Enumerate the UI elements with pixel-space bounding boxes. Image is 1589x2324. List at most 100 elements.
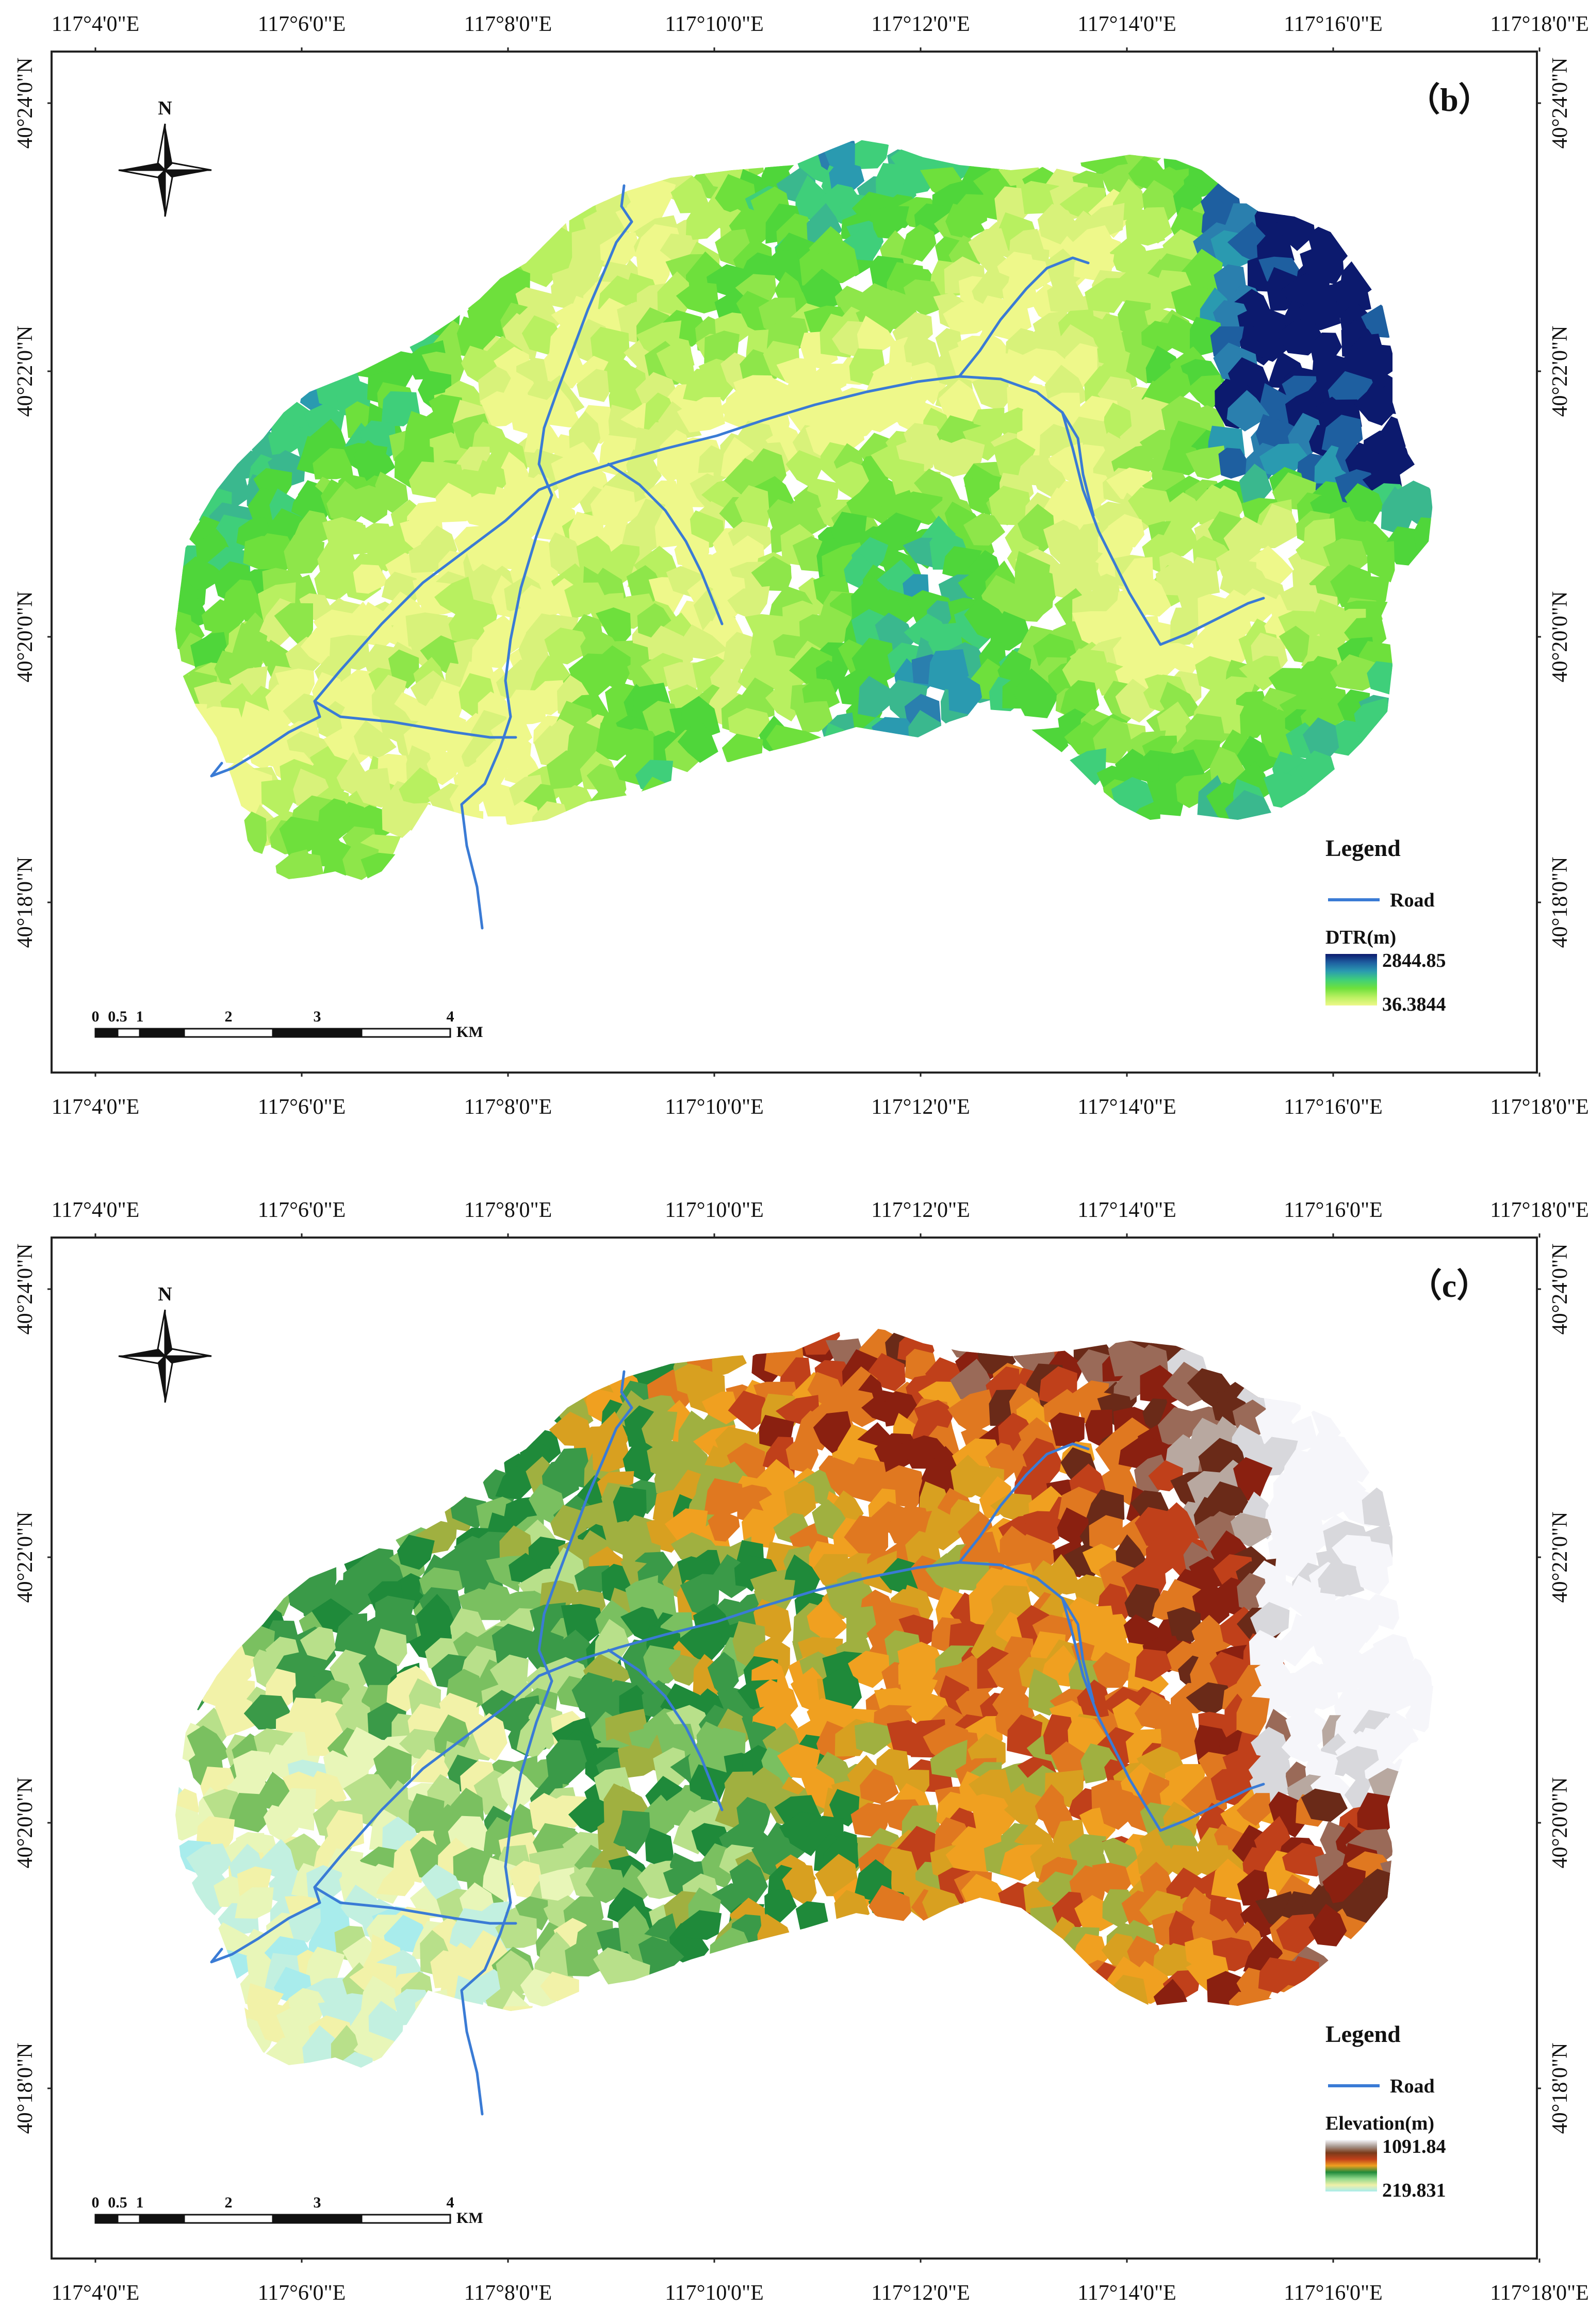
lon-tick-label-bottom: 117°10'0"E — [665, 1095, 764, 1119]
legend-title: Legend — [1325, 835, 1401, 861]
subcatchment-cell — [397, 1535, 435, 1570]
road-line — [607, 463, 724, 625]
subcatchment-cell — [1260, 503, 1301, 549]
lon-tick-label-bottom: 117°12'0"E — [871, 1095, 970, 1119]
lon-tick-label-top: 117°8'0"E — [464, 1198, 552, 1222]
lat-tick-label-left: 40°20'0"N — [13, 591, 37, 683]
scale-tick-label: 3 — [314, 2194, 321, 2211]
scale-bar-segment — [117, 1028, 141, 1038]
scale-bar-segment — [139, 1028, 185, 1038]
lon-tick-label-bottom: 117°6'0"E — [258, 2281, 346, 2305]
legend-ramp-title: DTR(m) — [1325, 927, 1396, 948]
subcatchment-cell — [427, 750, 463, 785]
subcatchment-cell — [1185, 446, 1228, 480]
lat-tick-label-right: 40°20'0"N — [1548, 1777, 1572, 1869]
subcatchment-cell — [1136, 207, 1172, 243]
subcatchment-cell — [1342, 1608, 1380, 1643]
subcatchment-cell — [826, 240, 860, 284]
road-line — [313, 1561, 1095, 1889]
scale-tick-label: 1 — [136, 1008, 144, 1025]
subcatchment-cell — [681, 624, 728, 660]
lat-tick-label-right: 40°24'0"N — [1548, 1244, 1572, 1335]
north-arrow-part — [165, 124, 172, 170]
lon-tick-label-bottom: 117°14'0"E — [1077, 1095, 1176, 1119]
lat-tick-label-left: 40°22'0"N — [13, 326, 37, 417]
scale-bar: 0 0.5 1 2 3 4KM — [92, 1008, 483, 1041]
scale-bar-segment — [183, 2214, 274, 2224]
north-arrow-icon: N — [118, 1283, 212, 1403]
legend-ramp-title: Elevation(m) — [1325, 2113, 1434, 2134]
subcatchment-cell — [679, 1910, 722, 1940]
lon-tick-label-top: 117°16'0"E — [1284, 12, 1383, 36]
north-arrow-part — [163, 162, 212, 171]
north-arrow-part — [119, 1349, 165, 1356]
road-line — [958, 1442, 1090, 1564]
subcatchment-cell — [1367, 541, 1395, 583]
scale-tick-label: 4 — [447, 1008, 454, 1025]
subcatchment-cell — [846, 489, 893, 519]
subcatchment-cell — [1299, 1673, 1339, 1710]
subcatchment-cell — [643, 1645, 681, 1684]
subcatchment-cell — [1167, 1607, 1201, 1642]
lat-tick-label-right: 40°22'0"N — [1548, 326, 1572, 417]
road-line — [210, 1886, 321, 1964]
lon-tick-label-top: 117°18'0"E — [1490, 12, 1589, 36]
legend-road-label: Road — [1390, 889, 1435, 911]
panel-label: （c） — [1409, 1267, 1489, 1304]
legend-max-label: 1091.84 — [1382, 2136, 1446, 2157]
north-label: N — [158, 1283, 172, 1305]
subcatchment-cell — [963, 513, 1006, 546]
subcatchment-cell — [1135, 1649, 1172, 1682]
road-line — [210, 700, 321, 778]
subcatchment-cell — [1014, 585, 1054, 619]
lat-tick-label-left: 40°22'0"N — [13, 1512, 37, 1603]
scale-bar-segment — [139, 2214, 185, 2224]
subcatchment-cell — [676, 281, 719, 314]
subcatchment-cell — [613, 1810, 651, 1854]
subcatchment-cell — [708, 1510, 740, 1542]
subcatchment-cell — [279, 1788, 317, 1831]
subcatchment-cell — [677, 717, 718, 763]
scale-bar-segment — [272, 1028, 363, 1038]
lat-tick-label-right: 40°20'0"N — [1548, 591, 1572, 683]
legend-min-label: 36.3844 — [1382, 994, 1446, 1015]
lon-tick-label-bottom: 117°4'0"E — [52, 2281, 140, 2305]
subcatchment-cell — [1129, 576, 1171, 617]
legend-max-label: 2844.85 — [1382, 950, 1446, 971]
panel-label: （b） — [1407, 81, 1492, 118]
lon-tick-label-bottom: 117°10'0"E — [665, 2281, 764, 2305]
subcatchment-cell — [1170, 607, 1198, 646]
scale-bar: 0 0.5 1 2 3 4KM — [92, 2194, 483, 2227]
subcatchment-cell — [685, 201, 721, 241]
subcatchment-cell — [576, 369, 610, 402]
subcatchment-cell — [903, 491, 943, 525]
subcatchment-cell — [1236, 1793, 1271, 1826]
scale-tick-label: 2 — [225, 1008, 233, 1025]
scale-tick-label: 1 — [136, 2194, 144, 2211]
scale-tick-label: 0.5 — [108, 2194, 127, 2211]
lon-tick-label-top: 117°10'0"E — [665, 12, 764, 36]
scale-bar-segment — [94, 1028, 119, 1038]
subcatchment-cell — [1276, 1626, 1313, 1667]
subcatchment-cell — [728, 1390, 769, 1430]
lon-tick-label-top: 117°8'0"E — [464, 12, 552, 36]
subcatchment-cell — [351, 768, 392, 808]
lon-tick-label-top: 117°12'0"E — [871, 1198, 970, 1222]
north-arrow-part — [118, 169, 167, 178]
map-panel-c: 117°4'0"E 117°4'0"E 117°6'0"E 117°6'0"E 117°… — [0, 1186, 1589, 2324]
north-arrow-part — [119, 163, 165, 170]
lat-tick-label-right: 40°22'0"N — [1548, 1512, 1572, 1603]
subcatchment-cell — [848, 1651, 890, 1688]
subcatchment-cell — [900, 224, 937, 262]
road-line — [1061, 411, 1265, 646]
scale-tick-label: 0 — [92, 1008, 100, 1025]
lon-tick-label-top: 117°14'0"E — [1077, 1198, 1176, 1222]
scale-bar-segment — [94, 2214, 119, 2224]
subcatchment-cell — [564, 582, 608, 619]
scale-tick-label: 0.5 — [108, 1008, 127, 1025]
subcatchment-cell — [300, 1626, 336, 1660]
road-line — [460, 1370, 633, 2116]
scale-bar-segment — [272, 2214, 363, 2224]
lat-tick-label-right: 40°24'0"N — [1548, 58, 1572, 149]
subcatchment-cell — [515, 1896, 549, 1931]
